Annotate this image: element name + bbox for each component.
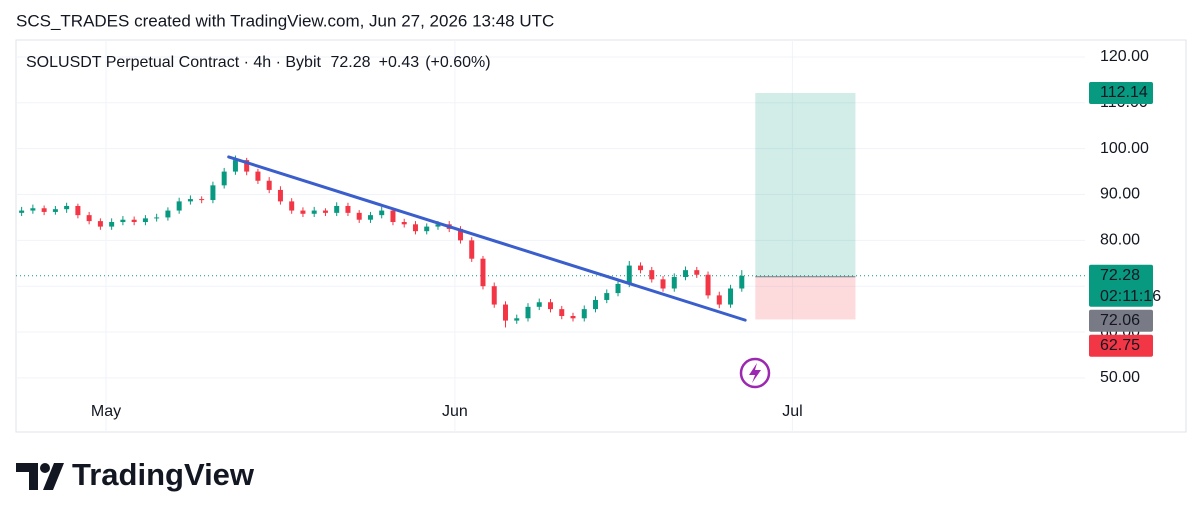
last-price-tag (1089, 264, 1153, 307)
candle-body (176, 201, 182, 211)
candle-body (131, 219, 137, 223)
candle-body (120, 219, 126, 223)
symbol: SOLUSDT Perpetual Contract · 4h · Bybit (26, 54, 321, 71)
stop-tag-label: 62.75 (1100, 337, 1140, 354)
candle-body (356, 212, 362, 220)
candle-body (142, 218, 148, 223)
candle-body (660, 279, 666, 289)
candle-body (210, 185, 216, 201)
loss-zone (755, 276, 856, 320)
candle-body (322, 210, 328, 213)
candle-body (232, 160, 238, 172)
candle-body (244, 160, 250, 172)
candle-body (199, 199, 205, 201)
plot: 50.0060.0070.0080.0090.00100.00110.00120… (16, 40, 1149, 432)
candle-body (64, 205, 70, 210)
candle-body (739, 275, 745, 289)
candle-body (491, 286, 497, 305)
candle-body (390, 210, 396, 223)
candle-body (255, 171, 261, 181)
candle-body (300, 210, 306, 214)
candle-body (424, 226, 430, 232)
candle-body (165, 210, 171, 218)
brand-logo (16, 463, 64, 490)
chart-frame (15, 39, 1187, 433)
candle-body (593, 299, 599, 310)
trendline (227, 155, 747, 322)
candle-body (683, 270, 689, 278)
legend: SOLUSDT Perpetual Contract · 4h · Bybit … (26, 54, 491, 71)
candle-body (548, 302, 553, 310)
candle-body (334, 205, 340, 213)
candle-body (615, 283, 621, 294)
candle-body (379, 210, 385, 216)
candle-body (435, 224, 441, 227)
candle-body (187, 199, 193, 202)
candle-body (75, 205, 81, 216)
candle-body (311, 210, 317, 214)
brand-name: TradingView (72, 457, 255, 492)
candle-body (19, 210, 25, 213)
candle-body (671, 277, 677, 289)
candle-body (581, 309, 587, 319)
candle-body (345, 205, 351, 213)
candle-body (638, 265, 644, 271)
entry-tag (1089, 309, 1153, 332)
candle-body (266, 180, 272, 190)
candle-body (30, 208, 36, 211)
candle-body (626, 265, 632, 284)
last-price: 72.28 (330, 54, 370, 71)
candle-body (649, 270, 655, 280)
candle-body (559, 309, 565, 317)
target-tag (1089, 82, 1153, 105)
candle-body (221, 171, 227, 186)
candle-body (109, 222, 115, 227)
candle-body (289, 201, 295, 211)
candle-body (728, 288, 734, 305)
candle-body (536, 302, 542, 307)
candle-body (154, 217, 160, 219)
change: +0.43 (379, 54, 420, 71)
candle-body (502, 304, 508, 321)
candle-body (525, 306, 531, 319)
lightning-icon (739, 357, 771, 389)
candle-body (480, 258, 486, 287)
candle-body (86, 215, 92, 222)
candle-body (97, 221, 103, 227)
candle-body (469, 240, 475, 259)
candle-body (457, 228, 463, 241)
candle-body (514, 318, 520, 321)
x-tick-label: Jul (782, 403, 802, 420)
entry-tag-label: 72.06 (1100, 312, 1140, 329)
candle-body (694, 270, 700, 275)
candle-body (401, 222, 407, 225)
candle-body (705, 274, 711, 296)
candle-body (41, 208, 47, 212)
x-tick-label: Jun (442, 403, 468, 420)
change-percent: (+0.60%) (425, 54, 490, 71)
y-tick-label: 80.00 (1100, 232, 1140, 249)
y-tick-label: 100.00 (1100, 140, 1149, 157)
header: SCS_TRADES created with TradingView.com,… (16, 11, 554, 30)
candle-body (277, 189, 283, 202)
candle-body (412, 224, 418, 232)
x-tick-label: May (91, 403, 121, 420)
y-tick-label: 120.00 (1100, 48, 1149, 65)
countdown: 02:11:16 (1100, 288, 1161, 305)
candle-body (604, 293, 610, 300)
candle-body (367, 215, 373, 220)
candle-body (716, 295, 722, 305)
stop-tag (1089, 334, 1153, 357)
last-price-tag-label: 72.28 (1100, 267, 1140, 284)
y-tick-label: 50.00 (1100, 369, 1140, 386)
profit-zone (755, 93, 856, 277)
y-tick-label: 90.00 (1100, 186, 1140, 203)
candle-body (570, 316, 576, 319)
candle-body (52, 209, 58, 212)
target-tag-label: 112.14 (1100, 84, 1148, 101)
